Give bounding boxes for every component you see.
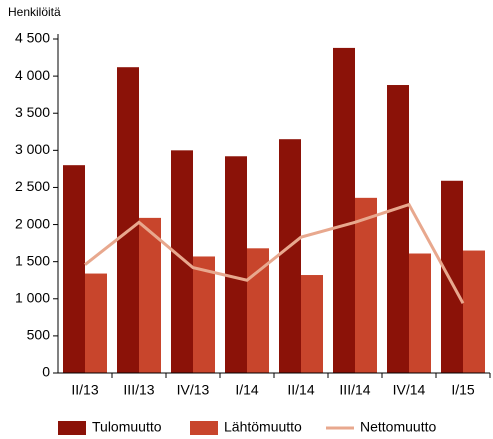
x-tick-label: III/13 — [123, 382, 154, 398]
line — [84, 202, 465, 304]
y-tick-label: 3 500 — [15, 104, 50, 120]
bar — [333, 47, 355, 373]
x-tick-label: IV/13 — [177, 382, 210, 398]
legend-swatch — [190, 421, 218, 435]
y-tick-label: 4 500 — [15, 30, 50, 46]
bar — [63, 165, 85, 373]
bar — [247, 248, 269, 373]
y-axis-label: Henkilöitä — [8, 5, 61, 19]
x-tick-label: IV/14 — [393, 382, 426, 398]
x-tick-label: II/13 — [71, 382, 98, 398]
bar — [387, 85, 409, 374]
y-tick-label: 2 500 — [15, 178, 50, 194]
bar — [279, 139, 301, 373]
x-tick-label: III/14 — [339, 382, 370, 398]
bar — [463, 250, 485, 373]
legend-label: Nettomuutto — [360, 419, 436, 435]
x-tick-label: II/14 — [287, 382, 314, 398]
y-tick-label: 0 — [42, 364, 50, 380]
bar — [117, 67, 139, 374]
bar — [139, 217, 161, 373]
bar — [225, 156, 247, 373]
bar — [85, 273, 107, 373]
bar — [441, 180, 463, 373]
y-tick-label: 500 — [27, 327, 51, 343]
y-tick-label: 2 000 — [15, 215, 50, 231]
y-tick-label: 1 000 — [15, 289, 50, 305]
x-tick-label: I/14 — [235, 382, 259, 398]
bar — [409, 253, 431, 373]
bar — [301, 275, 323, 373]
y-tick-label: 4 000 — [15, 67, 50, 83]
x-tick-label: I/15 — [451, 382, 475, 398]
legend-label: Lähtömuutto — [224, 419, 302, 435]
bar — [193, 256, 215, 373]
y-tick-label: 3 000 — [15, 141, 50, 157]
y-tick-label: 1 500 — [15, 252, 50, 268]
legend-label: Tulomuutto — [92, 419, 162, 435]
bar — [355, 197, 377, 373]
legend-swatch — [58, 421, 86, 435]
bar — [171, 150, 193, 373]
